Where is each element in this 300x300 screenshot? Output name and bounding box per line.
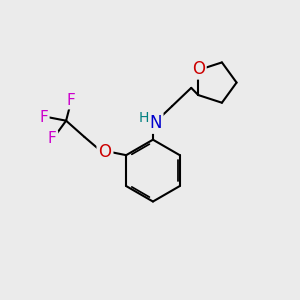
- Text: F: F: [48, 131, 56, 146]
- Text: F: F: [39, 110, 48, 125]
- Text: N: N: [149, 114, 161, 132]
- Text: O: O: [98, 142, 112, 160]
- Text: H: H: [138, 111, 149, 125]
- Text: O: O: [192, 60, 205, 78]
- Text: F: F: [66, 93, 75, 108]
